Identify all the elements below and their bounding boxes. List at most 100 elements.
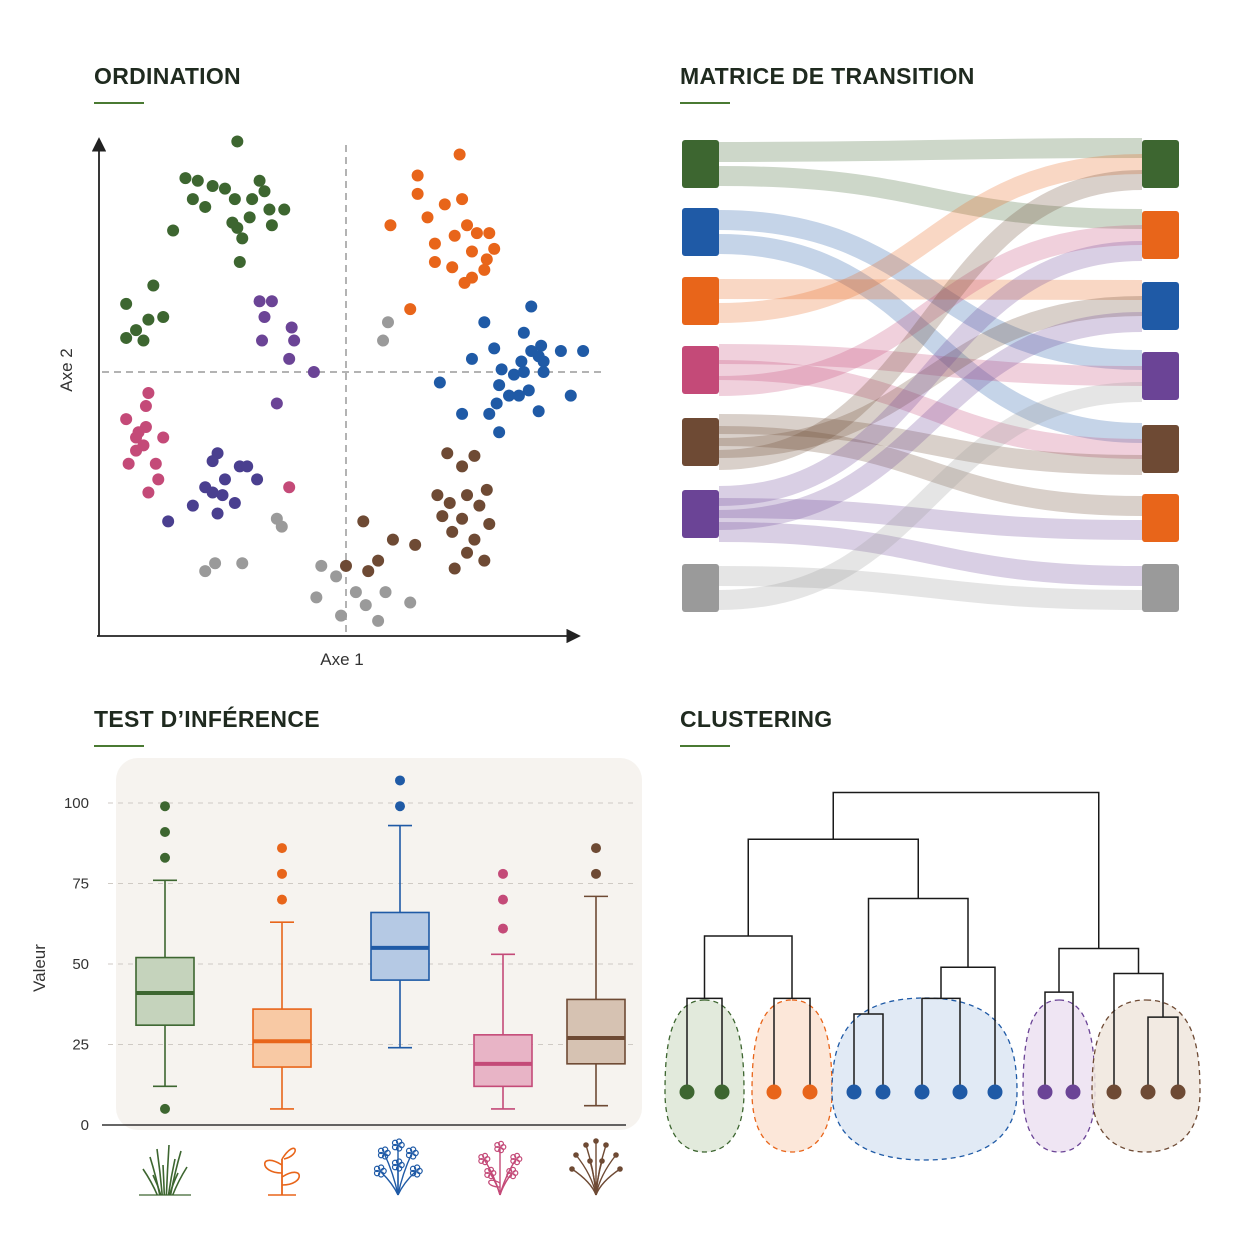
berry (583, 1142, 589, 1148)
grass-blade (152, 1174, 162, 1196)
dendrogram-leaf (987, 1084, 1003, 1100)
scatter-point (120, 413, 133, 426)
scatter-point (488, 342, 501, 355)
flower-petal (514, 1152, 521, 1159)
category-icons (139, 1138, 623, 1196)
scatter-point (241, 460, 254, 473)
sankey-link (718, 566, 1143, 610)
flower-petal (381, 1153, 389, 1160)
dendrogram-leaf (1170, 1084, 1186, 1100)
scatter-point (307, 366, 320, 378)
scatter-point (461, 546, 474, 559)
y-axis-label: Axe 2 (57, 348, 76, 391)
outlier-point (160, 1103, 170, 1114)
sankey-link (718, 296, 1143, 458)
sankey-link (718, 382, 1143, 610)
scatter-point (525, 300, 538, 313)
sankey-node-left (682, 208, 719, 256)
dendrogram-branch (867, 897, 969, 1014)
sankey-node-left (682, 418, 719, 466)
branch (595, 1160, 603, 1196)
berry (603, 1142, 609, 1148)
branch (595, 1168, 621, 1196)
scatter-point (381, 316, 394, 329)
scatter-point (256, 334, 269, 347)
scatter-point (246, 193, 259, 206)
flower-petal (395, 1138, 403, 1145)
scatter-point (404, 303, 417, 316)
sankey-link (718, 166, 1143, 229)
scatter-point (251, 473, 264, 486)
axes (91, 137, 581, 644)
blue-flowers-icon (373, 1138, 423, 1196)
scatter-point (330, 570, 343, 583)
dendrogram-leaves (679, 1084, 1186, 1100)
flower-petal (373, 1169, 381, 1177)
scatter-point (357, 515, 370, 528)
flower-stem (383, 1152, 399, 1196)
scatter-point (288, 334, 301, 347)
scatter-point (209, 557, 222, 570)
outlier-point (160, 801, 170, 812)
dendrogram-leaf (1065, 1084, 1081, 1100)
outlier-point (498, 894, 508, 905)
y-tick-label: 25 (72, 1037, 89, 1054)
flower-petal (494, 1145, 501, 1152)
berry (599, 1158, 605, 1164)
scatter-point (478, 263, 491, 276)
dendrogram-leaf (679, 1084, 695, 1100)
scatter-point (233, 255, 246, 268)
scatter-point (206, 486, 219, 499)
flower-petal (510, 1157, 517, 1164)
flower-petal (484, 1171, 491, 1178)
flower-petal (484, 1168, 491, 1175)
ordination-title: ORDINATION (94, 63, 241, 89)
outlier-point (277, 868, 287, 879)
cluster-hull-purple (1022, 999, 1096, 1153)
outlier-point (498, 868, 508, 879)
leaf (488, 1179, 501, 1188)
boxes (135, 775, 626, 1114)
box-brown (566, 843, 626, 1107)
scatter-point (379, 586, 392, 599)
flower-petal (391, 1159, 399, 1167)
scatter-point (448, 562, 461, 575)
dendrogram-leaf (914, 1084, 930, 1100)
scatter-point (461, 219, 474, 232)
scatter-point (263, 203, 276, 216)
scatter-point (577, 345, 590, 358)
sankey-link (718, 344, 1143, 386)
sprout-icon (264, 1147, 300, 1196)
scatter-point (372, 614, 385, 627)
sankey-node-right (1142, 352, 1179, 400)
scatter-point (265, 219, 278, 232)
flower-petal (395, 1145, 403, 1152)
flower-petal (377, 1171, 385, 1178)
dendrogram-leaf (714, 1084, 730, 1100)
scatter-point (537, 366, 550, 378)
scatter-point (211, 507, 224, 520)
scatter-point (443, 497, 456, 509)
flower-petal (506, 1168, 513, 1175)
scatter-point (228, 497, 241, 509)
scatter-point (468, 449, 481, 462)
sankey-link (718, 414, 1143, 475)
transition-title: MATRICE DE TRANSITION (680, 63, 975, 89)
scatter-point (130, 324, 143, 337)
sankey-link (718, 360, 1143, 459)
scatter-point (465, 245, 478, 258)
outlier-point (277, 843, 287, 854)
cluster-hull-blue (831, 997, 1018, 1161)
flower-petal (488, 1173, 495, 1180)
berry (573, 1152, 579, 1158)
scatter-point (236, 232, 249, 245)
flower-petal (381, 1146, 389, 1153)
scatter-point (216, 489, 229, 502)
cluster-hulls (664, 997, 1201, 1161)
scatter-point (199, 565, 212, 578)
scatter-point (537, 355, 550, 368)
flower-petal (413, 1164, 421, 1171)
y-tick-label: 75 (72, 876, 89, 893)
inference-title: TEST D’INFÉRENCE (94, 706, 320, 732)
scatter-point (483, 517, 496, 530)
